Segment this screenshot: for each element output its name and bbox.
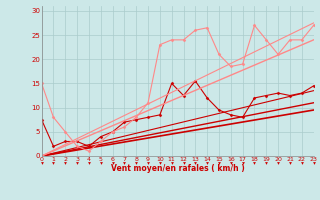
X-axis label: Vent moyen/en rafales ( km/h ): Vent moyen/en rafales ( km/h ) xyxy=(111,164,244,173)
